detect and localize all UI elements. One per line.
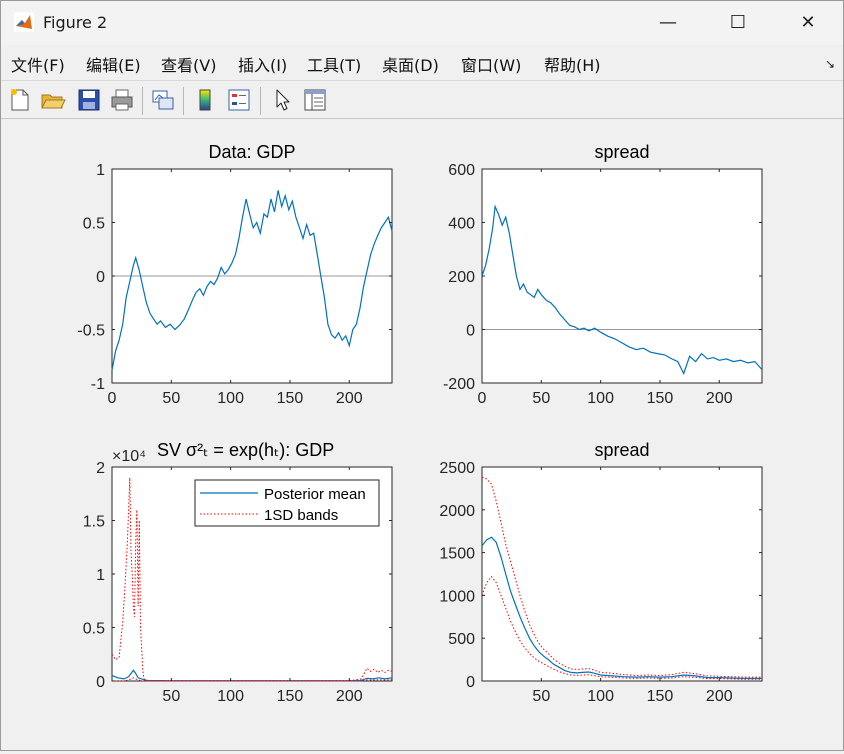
x-tick-label: 200 (706, 688, 733, 705)
plot-content-sv_gdp: 50 100 150 200 0 0.5 1 1.5 2 (83, 460, 393, 705)
menu-bar: 文件(F) 编辑(E) 查看(V) 插入(I) 工具(T) 桌面(D) 窗口(W… (1, 49, 843, 77)
x-tick-label: 150 (277, 390, 304, 407)
series-line-band-1 (481, 476, 762, 678)
plot-area: Data: GDP spread ×10⁴ SV σ²ₜ = exp(hₜ): … (77, 142, 763, 705)
legend-entry-mean: Posterior mean (264, 486, 366, 503)
toolbar-separator (142, 87, 143, 115)
menu-file[interactable]: 文件(F) (11, 56, 65, 75)
axes-title-sv-spread: spread (594, 440, 649, 460)
dock-figure-icon[interactable]: ↘ (824, 57, 835, 71)
y-tick-label: 0 (466, 674, 475, 691)
minimize-button[interactable]: — (659, 12, 677, 33)
series-line-1sd-bands (111, 477, 393, 682)
menu-view[interactable]: 查看(V) (161, 56, 217, 75)
print-icon[interactable] (109, 87, 135, 113)
x-tick-label: 100 (217, 390, 244, 407)
matlab-icon (14, 12, 34, 32)
y-tick-label: -200 (443, 376, 475, 393)
y-tick-label: -1 (91, 376, 105, 393)
legend-entry-bands: 1SD bands (264, 507, 338, 524)
axes-spread[interactable]: spread (481, 142, 763, 384)
x-tick-label: 200 (706, 390, 733, 407)
y-tick-label: 0.5 (83, 216, 105, 233)
exponent-label: ×10⁴ (112, 448, 146, 465)
x-tick-label: 100 (587, 390, 614, 407)
link-plot-icon[interactable] (150, 87, 176, 113)
x-tick-label: 150 (647, 688, 674, 705)
pointer-icon[interactable] (269, 87, 295, 113)
colorbar-icon[interactable] (192, 87, 218, 113)
series-line-band-2 (112, 677, 393, 682)
save-icon[interactable] (76, 87, 102, 113)
y-tick-label: 1.5 (83, 514, 105, 531)
plot-content-gdp: 0 50 100 150 200 -1 -0.5 0 0.5 1 (77, 162, 393, 407)
x-tick-label: 200 (336, 390, 363, 407)
menu-desktop[interactable]: 桌面(D) (382, 56, 439, 75)
axes-box (481, 466, 763, 682)
y-tick-label: 1 (96, 567, 105, 584)
y-tick-label: 1000 (439, 588, 475, 605)
toolbar-separator (260, 87, 261, 115)
x-tick-label: 50 (162, 688, 180, 705)
menu-edit[interactable]: 编辑(E) (86, 56, 141, 75)
x-tick-label: 50 (162, 390, 180, 407)
x-tick-label: 0 (478, 390, 487, 407)
y-tick-label: 0 (96, 269, 105, 286)
series-line-series (111, 190, 393, 371)
y-tick-label: 400 (448, 216, 475, 233)
x-tick-label: 150 (277, 688, 304, 705)
legend-icon[interactable] (226, 87, 252, 113)
x-tick-label: 50 (532, 688, 550, 705)
y-tick-label: 2000 (439, 503, 475, 520)
menu-help[interactable]: 帮助(H) (544, 56, 601, 75)
y-tick-label: 600 (448, 162, 475, 179)
y-tick-label: 200 (448, 269, 475, 286)
axes-box (481, 168, 763, 384)
series-line-series (481, 204, 763, 376)
toolbar (1, 80, 843, 119)
menu-window[interactable]: 窗口(W) (461, 56, 522, 75)
open-file-icon[interactable] (40, 87, 66, 113)
y-tick-label: 500 (448, 631, 475, 648)
menu-insert[interactable]: 插入(I) (238, 56, 288, 75)
close-button[interactable]: ✕ (800, 12, 816, 33)
axes-title-gdp: Data: GDP (208, 142, 295, 162)
y-tick-label: 0 (466, 323, 475, 340)
legend[interactable]: Posterior mean 1SD bands (194, 479, 380, 527)
x-tick-label: 50 (532, 390, 550, 407)
x-tick-label: 100 (587, 688, 614, 705)
series-line-posterior-mean (111, 669, 393, 682)
axes-sv-gdp[interactable]: ×10⁴ SV σ²ₜ = exp(hₜ): GDP (111, 440, 393, 682)
x-tick-label: 200 (336, 688, 363, 705)
figure-canvas: Data: GDP spread ×10⁴ SV σ²ₜ = exp(hₜ): … (1, 119, 843, 750)
x-tick-label: 150 (647, 390, 674, 407)
axes-sv-spread[interactable]: spread (481, 440, 763, 682)
axes-title-spread: spread (594, 142, 649, 162)
maximize-button[interactable]: ☐ (729, 12, 747, 33)
y-tick-label: 2 (96, 460, 105, 477)
x-tick-label: 100 (217, 688, 244, 705)
new-figure-icon[interactable] (7, 87, 33, 113)
y-tick-label: 0 (96, 674, 105, 691)
y-tick-label: 2500 (439, 460, 475, 477)
window-title: Figure 2 (43, 13, 108, 32)
y-tick-label: 0.5 (83, 621, 105, 638)
legend-box (194, 479, 380, 527)
y-tick-label: -0.5 (77, 323, 105, 340)
menu-tools[interactable]: 工具(T) (307, 56, 362, 75)
x-tick-label: 0 (108, 390, 117, 407)
property-editor-icon[interactable] (302, 87, 328, 113)
y-tick-label: 1 (96, 162, 105, 179)
toolbar-separator (183, 87, 184, 115)
axes-gdp[interactable]: Data: GDP (111, 142, 393, 384)
series-line-posterior-mean (481, 536, 762, 680)
y-tick-label: 1500 (439, 546, 475, 563)
axes-title-sv-gdp: SV σ²ₜ = exp(hₜ): GDP (157, 440, 334, 460)
series-line-band-2 (481, 575, 762, 680)
title-bar[interactable]: Figure 2 — ☐ ✕ (1, 1, 843, 45)
